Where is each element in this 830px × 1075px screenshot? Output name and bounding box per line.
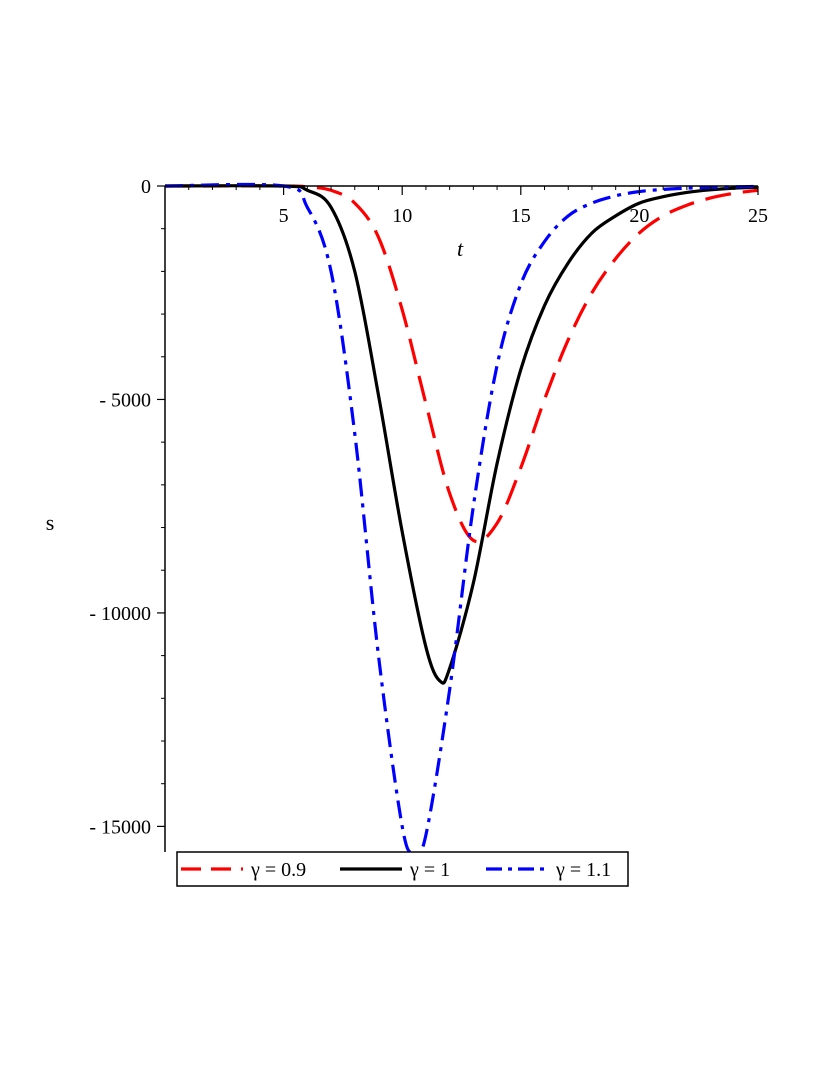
x-tick-label: 15 xyxy=(511,205,531,227)
x-tick-label: 20 xyxy=(629,205,649,227)
series-gamma-1-1-line xyxy=(164,182,759,856)
x-tick-label: 5 xyxy=(279,205,289,227)
legend-label: γ = 1.1 xyxy=(555,859,611,881)
y-axis-label: s xyxy=(46,510,55,535)
y-tick-label: - 15000 xyxy=(89,816,151,838)
y-tick-label: - 5000 xyxy=(99,389,151,411)
x-tick-label: 10 xyxy=(392,205,412,227)
legend-label: γ = 0.9 xyxy=(250,859,306,881)
series-gamma-1-line xyxy=(164,184,759,685)
x-tick-label: 25 xyxy=(748,205,768,227)
y-tick-label: - 10000 xyxy=(89,603,151,625)
x-axis-label: t xyxy=(457,236,464,261)
y-tick-label: 0 xyxy=(141,176,151,198)
series-gamma-0-9-line xyxy=(164,184,759,544)
legend: γ = 0.9 γ = 1 γ = 1.1 xyxy=(176,851,629,887)
series-layer xyxy=(164,182,759,856)
legend-box xyxy=(176,851,629,887)
legend-label: γ = 1 xyxy=(409,859,450,881)
axes-layer xyxy=(164,185,758,852)
ticks-layer: 5 10 15 20 25 0 - 5000 - 10000 - 15000 xyxy=(89,176,768,838)
